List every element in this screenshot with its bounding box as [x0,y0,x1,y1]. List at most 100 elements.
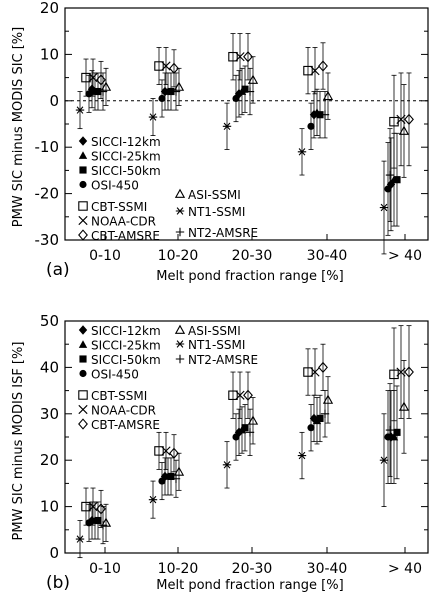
y-tick-label: 50 [40,312,59,330]
data-point [322,394,334,404]
data-point [398,401,410,411]
data-point [169,447,179,459]
data-point [241,85,249,93]
data-point [379,456,389,464]
y-tick-label: 0 [49,544,59,562]
data-point [81,72,91,83]
data-point [85,90,93,98]
legend-label: NT1-SSMI [188,338,245,352]
y-tick-label: -20 [35,185,60,203]
data-point [235,52,245,62]
data-point [320,110,330,119]
series-cbt-amsre [96,33,414,167]
x-tick-label: 0-10 [89,248,121,264]
data-point [310,367,320,377]
legend-entry-osi-450: OSI-450 [79,368,139,382]
data-point [385,170,395,180]
data-point [247,415,259,425]
data-point [173,466,185,476]
data-point [228,390,238,400]
legend-marker [78,201,88,211]
legend-label: SICCI-25km [91,150,161,164]
data-point [173,81,185,91]
legend-entry-nt2-amsre: NT2-AMSRE [175,353,258,367]
data-point [243,389,253,401]
data-point [81,501,91,512]
data-point [303,367,313,377]
series-asi-ssmi [100,56,410,178]
data-point [161,61,171,71]
data-point [241,424,249,432]
data-point [318,361,328,374]
legend-marker [79,369,87,378]
x-tick-label: 10-20 [158,248,199,264]
x-axis-label-a: Melt pond fraction range [%] [156,269,343,284]
data-point [245,87,255,96]
series-noaa-cdr [88,325,406,526]
data-point [167,87,175,96]
y-axis-label-a: PMW SIC minus MODIS SIC [%] [11,27,26,227]
data-point [316,111,324,119]
legend-entry-cbt-ssmi: CBT-SSMI [78,389,147,403]
data-point [385,425,395,435]
data-point [310,66,320,76]
data-point [307,424,315,432]
legend-marker [78,215,88,226]
legend-label: CBT-AMSRE [91,229,160,243]
legend-label: SICCI-25km [91,339,161,353]
legend-entry-asi-ssmi: ASI-SSMI [174,188,241,202]
data-point [243,51,253,63]
legend-label: NT2-AMSRE [188,353,258,367]
data-point [222,461,232,469]
x-tick-label: 20-30 [232,248,273,264]
legend-label: OSI-450 [91,179,139,193]
series-cbt-ssmi [81,33,399,169]
legend-label: SICCI-12km [91,135,161,149]
legend-label: SICCI-50km [91,353,161,367]
data-point [85,519,93,527]
data-point [100,517,112,527]
data-point [384,185,392,193]
series-asi-ssmi [100,360,410,542]
series-nt1-ssmi [75,91,389,255]
panel-label-b: (b) [46,573,70,593]
data-point [75,535,85,543]
legend-label: SICCI-50km [91,164,161,178]
legend-marker [174,324,186,334]
y-tick-label: 20 [40,451,59,469]
y-tick-label: 10 [40,498,59,516]
series-nt2-amsre [98,67,395,222]
x-tick-label: 30-40 [307,248,348,264]
legend-marker [175,227,185,237]
data-point [228,51,238,62]
legend-marker [175,340,185,348]
y-tick-label: -10 [35,138,60,156]
data-point [318,60,328,72]
data-point [158,94,166,103]
x-tick-label: 20-30 [232,561,273,577]
x-tick-label: > 40 [388,248,422,264]
data-point [96,503,106,515]
legend-label: OSI-450 [91,368,139,382]
data-point [171,474,181,483]
series-nt2-amsre [98,383,395,545]
y-axis-label-b: PMW SIC minus MODIS ISF [%] [11,342,26,541]
data-point [307,122,315,130]
data-point [303,65,313,76]
data-point [100,81,112,91]
panel-a: (a) Melt pond fraction range [%] PMW SIC… [11,0,429,284]
legend-label: CBT-SSMI [91,389,147,403]
data-point [297,451,307,460]
legend-entry-cbt-amsre: CBT-AMSRE [78,418,160,432]
legend-entry-sicci-50km: SICCI-50km [79,353,161,367]
data-point [389,432,399,441]
data-point [322,90,334,101]
legend-entry-noaa-cdr: NOAA-CDR [78,404,156,418]
legend-label: NT1-SSMI [188,205,245,219]
series-cbt-amsre [96,325,414,528]
data-point [320,409,330,418]
y-tick-label: 10 [40,45,59,63]
data-point [404,113,414,125]
legend-marker [78,404,88,415]
